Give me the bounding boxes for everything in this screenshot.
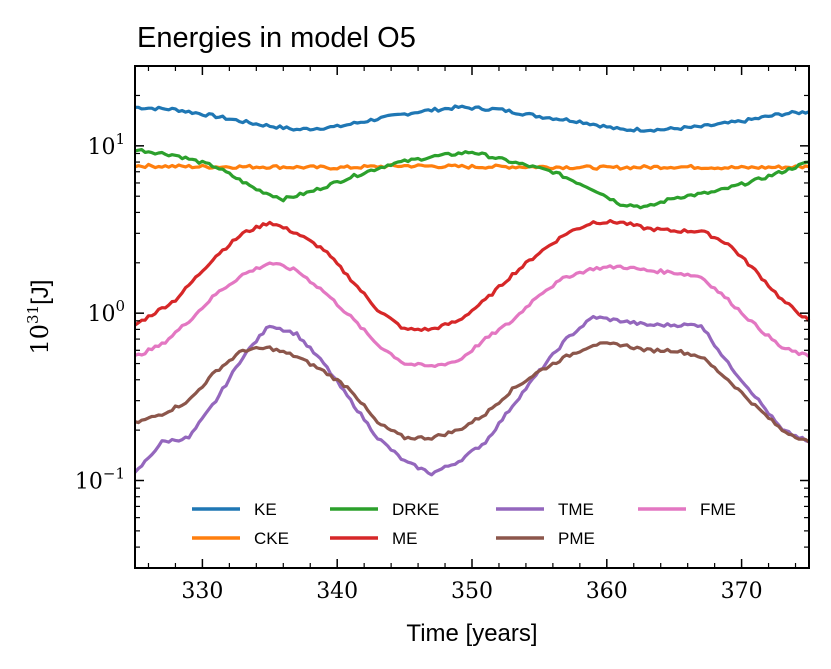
legend-label-me: ME — [392, 529, 418, 548]
y-tick-label: 100 — [87, 297, 125, 327]
series-line-ke — [135, 104, 810, 133]
svg-text:1031[J]: 1031[J] — [24, 280, 54, 355]
series-line-pme — [134, 341, 810, 444]
y-axis-label-base: 10 — [26, 324, 54, 355]
legend-label-drke: DRKE — [392, 500, 439, 519]
series-line-fme — [134, 261, 810, 368]
x-tick-label: 350 — [451, 579, 493, 604]
y-tick-label: 101 — [87, 130, 125, 160]
series-layer — [133, 104, 811, 477]
legend-label-fme: FME — [700, 500, 736, 519]
y-axis-label: 1031[J] — [24, 280, 54, 355]
x-tick-label: 370 — [721, 579, 763, 604]
legend-label-ke: KE — [254, 500, 277, 519]
legend-label-pme: PME — [558, 529, 595, 548]
x-tick-label: 330 — [181, 579, 223, 604]
x-axis-label: Time [years] — [406, 620, 537, 647]
legend-label-cke: CKE — [254, 529, 289, 548]
y-tick-label: 10−1 — [75, 465, 125, 495]
plot-frame — [134, 65, 810, 569]
legend-label-tme: TME — [558, 500, 594, 519]
series-line-me — [134, 219, 811, 332]
y-axis-label-unit: [J] — [27, 280, 54, 305]
y-axis-label-exp: 31 — [24, 305, 42, 324]
series-line-cke — [134, 162, 810, 171]
x-tick-label: 340 — [316, 579, 358, 604]
x-tick-label: 360 — [586, 579, 628, 604]
series-line-tme — [133, 314, 810, 477]
legend: KE DRKE TME FME CKE ME PME — [192, 500, 736, 548]
tick-layer: 330 340 350 360 370 101 100 10−1 — [75, 65, 809, 604]
series-line-drke — [134, 148, 810, 210]
chart-title: Energies in model O5 — [137, 22, 416, 54]
